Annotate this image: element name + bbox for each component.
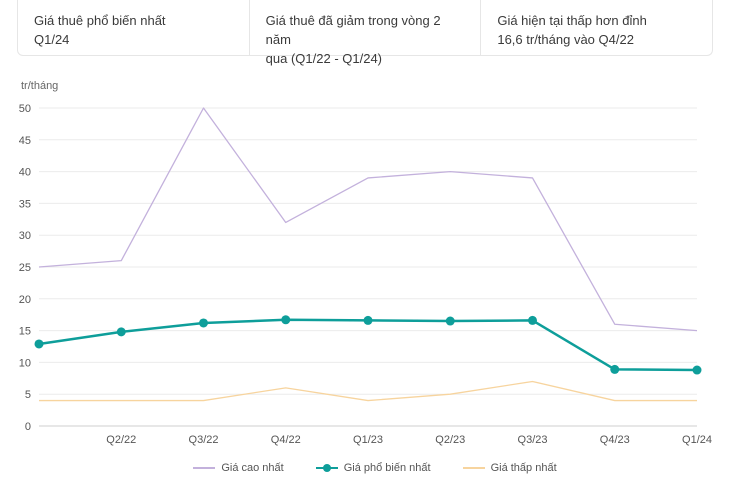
price-line-chart: tr/tháng 0 5 10 15 20 25 30 35 40 45 50 Q2/22 Q3/22 Q4… xyxy=(19,80,712,446)
legend-swatch-max xyxy=(193,463,216,473)
y-tick-label: 0 xyxy=(25,421,31,433)
summary-cell-decrease: Giá thuê đã giảm trong vòng 2 năm qua (Q… xyxy=(250,0,482,66)
data-point-common xyxy=(199,318,208,328)
legend-item-common[interactable]: Giá phổ biến nhất xyxy=(315,462,431,474)
data-point-common xyxy=(445,316,455,326)
x-tick-label: Q3/23 xyxy=(518,434,548,446)
data-point-common xyxy=(281,315,291,325)
y-tick-label: 5 xyxy=(25,389,31,401)
x-tick-label: Q2/23 xyxy=(435,434,465,446)
data-point-common xyxy=(610,364,620,374)
y-axis-label: tr/tháng xyxy=(21,80,58,92)
chart-legend: Giá cao nhất Giá phổ biến nhất Giá thấp … xyxy=(0,462,750,474)
y-tick-label: 20 xyxy=(19,294,31,306)
summary-cell-peak: Giá hiện tại thấp hơn đỉnh 16,6 tr/tháng… xyxy=(481,0,712,55)
x-tick-label: Q4/23 xyxy=(600,434,630,446)
series-line-min xyxy=(39,380,697,402)
summary-text: Giá thuê đã giảm trong vòng 2 năm xyxy=(265,13,441,47)
data-point-common xyxy=(528,315,537,325)
summary-text: Giá thuê phổ biến nhất xyxy=(34,13,166,28)
summary-text: qua (Q1/22 - Q1/24) xyxy=(265,51,383,66)
legend-label: Giá cao nhất xyxy=(221,462,284,474)
legend-swatch-common xyxy=(315,463,338,473)
y-tick-label: 35 xyxy=(19,198,31,210)
x-tick-label: Q3/22 xyxy=(189,434,219,446)
summary-panel: Giá thuê phổ biến nhất Q1/24 Giá thuê đã… xyxy=(17,0,713,66)
data-point-common xyxy=(363,315,373,325)
data-point-common xyxy=(34,339,44,349)
y-tick-label: 45 xyxy=(19,135,31,147)
legend-item-min[interactable]: Giá thấp nhất xyxy=(462,462,557,474)
y-tick-label: 10 xyxy=(19,357,31,369)
summary-text: Q1/24 xyxy=(34,32,70,47)
series-line-max xyxy=(38,107,698,332)
x-tick-label: Q1/24 xyxy=(682,434,712,446)
x-tick-label: Q2/22 xyxy=(106,434,136,446)
y-tick-label: 40 xyxy=(19,167,31,179)
legend-label: Giá phổ biến nhất xyxy=(343,462,431,474)
summary-text: 16,6 tr/tháng vào Q4/22 xyxy=(497,32,634,47)
summary-cell-most-common: Giá thuê phổ biến nhất Q1/24 xyxy=(18,0,250,55)
summary-text: Giá hiện tại thấp hơn đỉnh xyxy=(497,13,647,28)
data-point-common xyxy=(116,327,126,337)
legend-swatch-min xyxy=(462,463,485,473)
data-point-common xyxy=(692,365,702,375)
y-tick-label: 15 xyxy=(19,326,31,338)
y-tick-label: 30 xyxy=(19,230,31,242)
x-tick-label: Q4/22 xyxy=(271,434,301,446)
y-tick-label: 50 xyxy=(19,103,31,115)
x-tick-label: Q1/23 xyxy=(353,434,383,446)
legend-item-max[interactable]: Giá cao nhất xyxy=(193,462,284,474)
y-tick-label: 25 xyxy=(19,262,31,274)
legend-label: Giá thấp nhất xyxy=(490,462,557,474)
